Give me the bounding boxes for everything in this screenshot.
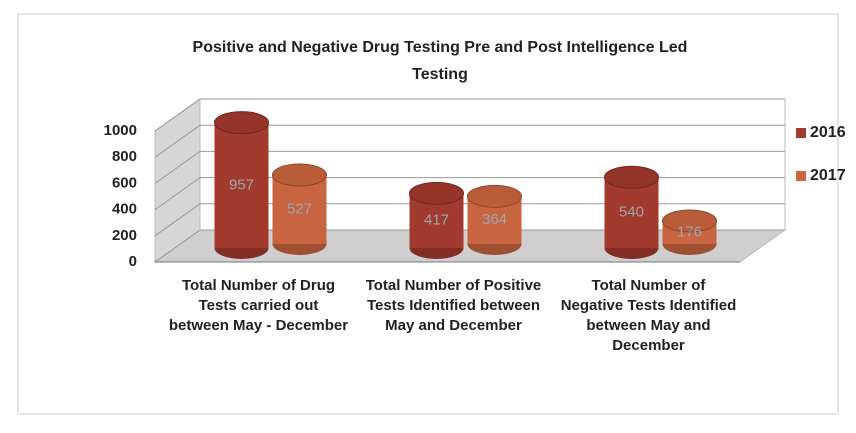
data-label: 364 (482, 211, 507, 228)
data-label: 540 (619, 204, 644, 221)
x-tick-label: Total Number of Drug Tests carried out b… (168, 277, 349, 334)
grid-line (154, 124, 785, 158)
y-tick-label: 800 (112, 148, 137, 165)
grid-line (154, 229, 785, 263)
grid-line (154, 203, 785, 237)
y-tick-label: 1000 (104, 122, 137, 139)
legend-label: 2016 (810, 124, 846, 141)
data-label: 417 (424, 212, 449, 229)
bar (214, 111, 269, 259)
data-label: 176 (677, 223, 702, 240)
bar (467, 184, 522, 255)
bar-top (272, 163, 327, 187)
bar-top (662, 209, 717, 233)
x-tick-label: Total Number of Positive Tests Identifie… (365, 277, 542, 334)
data-label: 527 (287, 200, 312, 217)
y-tick-label: 0 (129, 253, 137, 270)
chart-title: Positive and Negative Drug Testing Pre a… (193, 39, 688, 83)
legend-swatch (796, 128, 806, 138)
y-tick-label: 600 (112, 174, 137, 191)
data-label: 957 (229, 176, 254, 193)
bar (662, 209, 717, 255)
legend-label: 2017 (810, 167, 846, 184)
bar-body (272, 174, 327, 244)
bar (409, 181, 464, 259)
bar-top (467, 184, 522, 208)
bar-top (604, 165, 659, 189)
y-tick-label: 400 (112, 201, 137, 218)
bar-body (604, 177, 659, 248)
bar-body (214, 122, 269, 248)
bar-top (214, 111, 269, 135)
grid-line (154, 177, 785, 211)
bar-top (409, 181, 464, 205)
bar (604, 165, 659, 259)
grid-line (154, 150, 785, 184)
bar (272, 163, 327, 255)
y-tick-label: 200 (112, 227, 137, 244)
x-tick-label: Total Number of Negative Tests Identifie… (560, 277, 737, 354)
grid-line (154, 98, 785, 132)
legend-swatch (796, 171, 806, 181)
